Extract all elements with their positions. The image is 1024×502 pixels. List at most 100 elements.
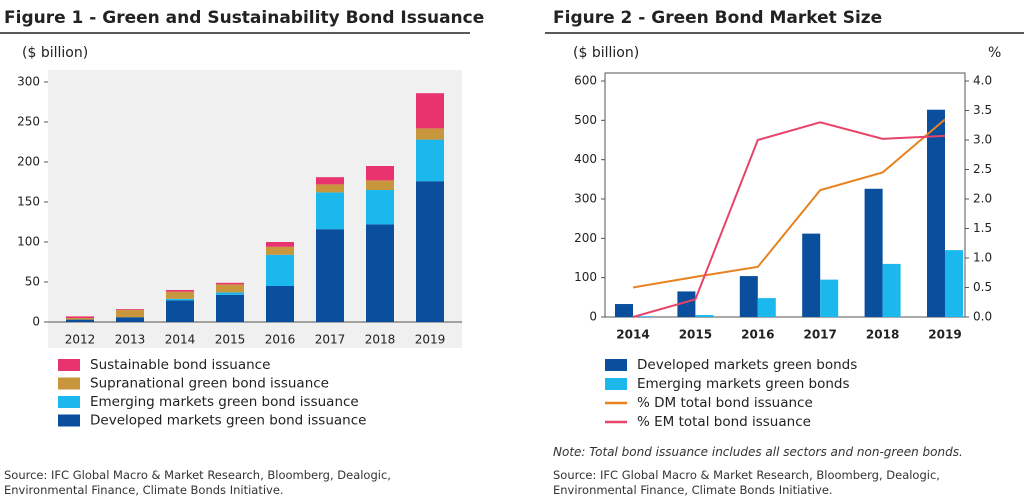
legend-swatch xyxy=(58,396,80,408)
source: Source: IFC Global Macro & Market Resear… xyxy=(553,468,940,497)
y-tick-label: 600 xyxy=(574,74,597,88)
bar-segment xyxy=(316,192,344,230)
x-tick-label: 2014 xyxy=(165,333,196,347)
bar-segment xyxy=(66,318,94,320)
bar-segment xyxy=(166,291,194,299)
bar-segment xyxy=(366,224,394,322)
bar xyxy=(633,316,651,317)
y-axis-label: ($ billion) xyxy=(573,45,639,61)
bar-segment xyxy=(166,300,194,322)
y-tick-label: 100 xyxy=(574,270,597,284)
bar xyxy=(945,250,963,317)
y-axis-label: ($ billion) xyxy=(22,45,88,61)
bar-segment xyxy=(316,229,344,322)
bar-segment xyxy=(66,316,94,318)
x-tick-label: 2017 xyxy=(803,328,836,342)
bar-segment xyxy=(366,180,394,190)
y-tick-label: 0 xyxy=(589,310,597,324)
legend-label: Supranational green bond issuance xyxy=(90,376,329,392)
y-tick-label: 250 xyxy=(17,115,40,129)
bar-segment xyxy=(316,177,344,185)
y-tick-label: 50 xyxy=(25,275,40,289)
line xyxy=(632,121,946,318)
legend-label: Emerging markets green bond issuance xyxy=(90,394,359,410)
plot-frame xyxy=(604,72,966,318)
legend-swatch xyxy=(58,377,80,390)
y2-tick-label: 1.5 xyxy=(973,221,992,235)
bar-segment xyxy=(266,254,294,286)
bar-segment xyxy=(216,292,244,295)
bar-segment xyxy=(266,242,294,247)
y-tick-label: 300 xyxy=(574,192,597,206)
x-tick-label: 2019 xyxy=(928,328,961,342)
legend-label: % EM total bond issuance xyxy=(637,414,811,430)
y-tick-label: 0 xyxy=(32,315,40,329)
bar-segment xyxy=(166,290,194,292)
bar xyxy=(864,188,883,317)
x-tick-label: 2019 xyxy=(415,333,446,347)
x-tick-label: 2013 xyxy=(115,333,146,347)
x-tick-label: 2018 xyxy=(365,333,396,347)
x-tick-label: 2015 xyxy=(215,333,246,347)
y-tick-label: 100 xyxy=(17,235,40,249)
bar xyxy=(615,304,633,317)
bar-segment xyxy=(266,246,294,255)
x-tick-label: 2016 xyxy=(741,328,774,342)
y-tick-label: 500 xyxy=(574,113,597,127)
bar xyxy=(695,315,714,317)
line xyxy=(632,118,946,289)
bar-segment xyxy=(366,190,394,225)
bar xyxy=(677,291,696,317)
legend-swatch xyxy=(58,414,80,427)
y2-tick-label: 0.5 xyxy=(973,280,992,294)
y2-tick-label: 0.0 xyxy=(973,310,992,324)
bar xyxy=(882,263,901,317)
legend-swatch xyxy=(58,359,80,371)
legend-label: % DM total bond issuance xyxy=(637,395,813,411)
bar-segment xyxy=(116,309,144,310)
bar xyxy=(927,109,945,317)
y-tick-label: 150 xyxy=(17,195,40,209)
bar-segment xyxy=(416,139,444,182)
bar xyxy=(739,276,758,317)
bar xyxy=(757,298,776,317)
note: Note: Total bond issuance includes all s… xyxy=(553,445,963,459)
bar-segment xyxy=(366,166,394,181)
plot-background xyxy=(48,70,462,348)
bar-segment xyxy=(216,282,244,285)
bar-segment xyxy=(216,294,244,322)
y2-tick-label: 1.0 xyxy=(973,251,992,265)
y2-axis-label: % xyxy=(988,45,1001,61)
bar-segment xyxy=(216,284,244,293)
bar xyxy=(802,233,821,317)
x-tick-label: 2017 xyxy=(315,333,346,347)
y-tick-label: 200 xyxy=(17,155,40,169)
y2-tick-label: 3.0 xyxy=(973,133,992,147)
bar-segment xyxy=(416,181,444,322)
bar-segment xyxy=(416,93,444,129)
bar-segment xyxy=(66,319,94,322)
x-tick-label: 2016 xyxy=(265,333,296,347)
bar-segment xyxy=(316,184,344,193)
chart-title: Figure 2 - Green Bond Market Size xyxy=(553,8,882,28)
legend-label: Emerging markets green bonds xyxy=(637,376,850,392)
bar-segment xyxy=(116,317,144,322)
y-tick-label: 200 xyxy=(574,231,597,245)
bar xyxy=(820,279,839,317)
y2-tick-label: 2.0 xyxy=(973,192,992,206)
bar-segment xyxy=(416,128,444,140)
x-tick-label: 2018 xyxy=(866,328,899,342)
bar-segment xyxy=(166,298,194,301)
y-tick-label: 400 xyxy=(574,152,597,166)
bar-segment xyxy=(266,286,294,322)
y2-tick-label: 4.0 xyxy=(973,74,992,88)
x-tick-label: 2015 xyxy=(679,328,712,342)
chart-title: Figure 1 - Green and Sustainability Bond… xyxy=(4,8,484,28)
y-tick-label: 300 xyxy=(17,75,40,89)
legend-swatch xyxy=(605,359,627,371)
x-tick-label: 2014 xyxy=(616,328,649,342)
source: Source: IFC Global Macro & Market Resear… xyxy=(4,468,391,497)
legend-label: Developed markets green bonds xyxy=(637,357,857,373)
